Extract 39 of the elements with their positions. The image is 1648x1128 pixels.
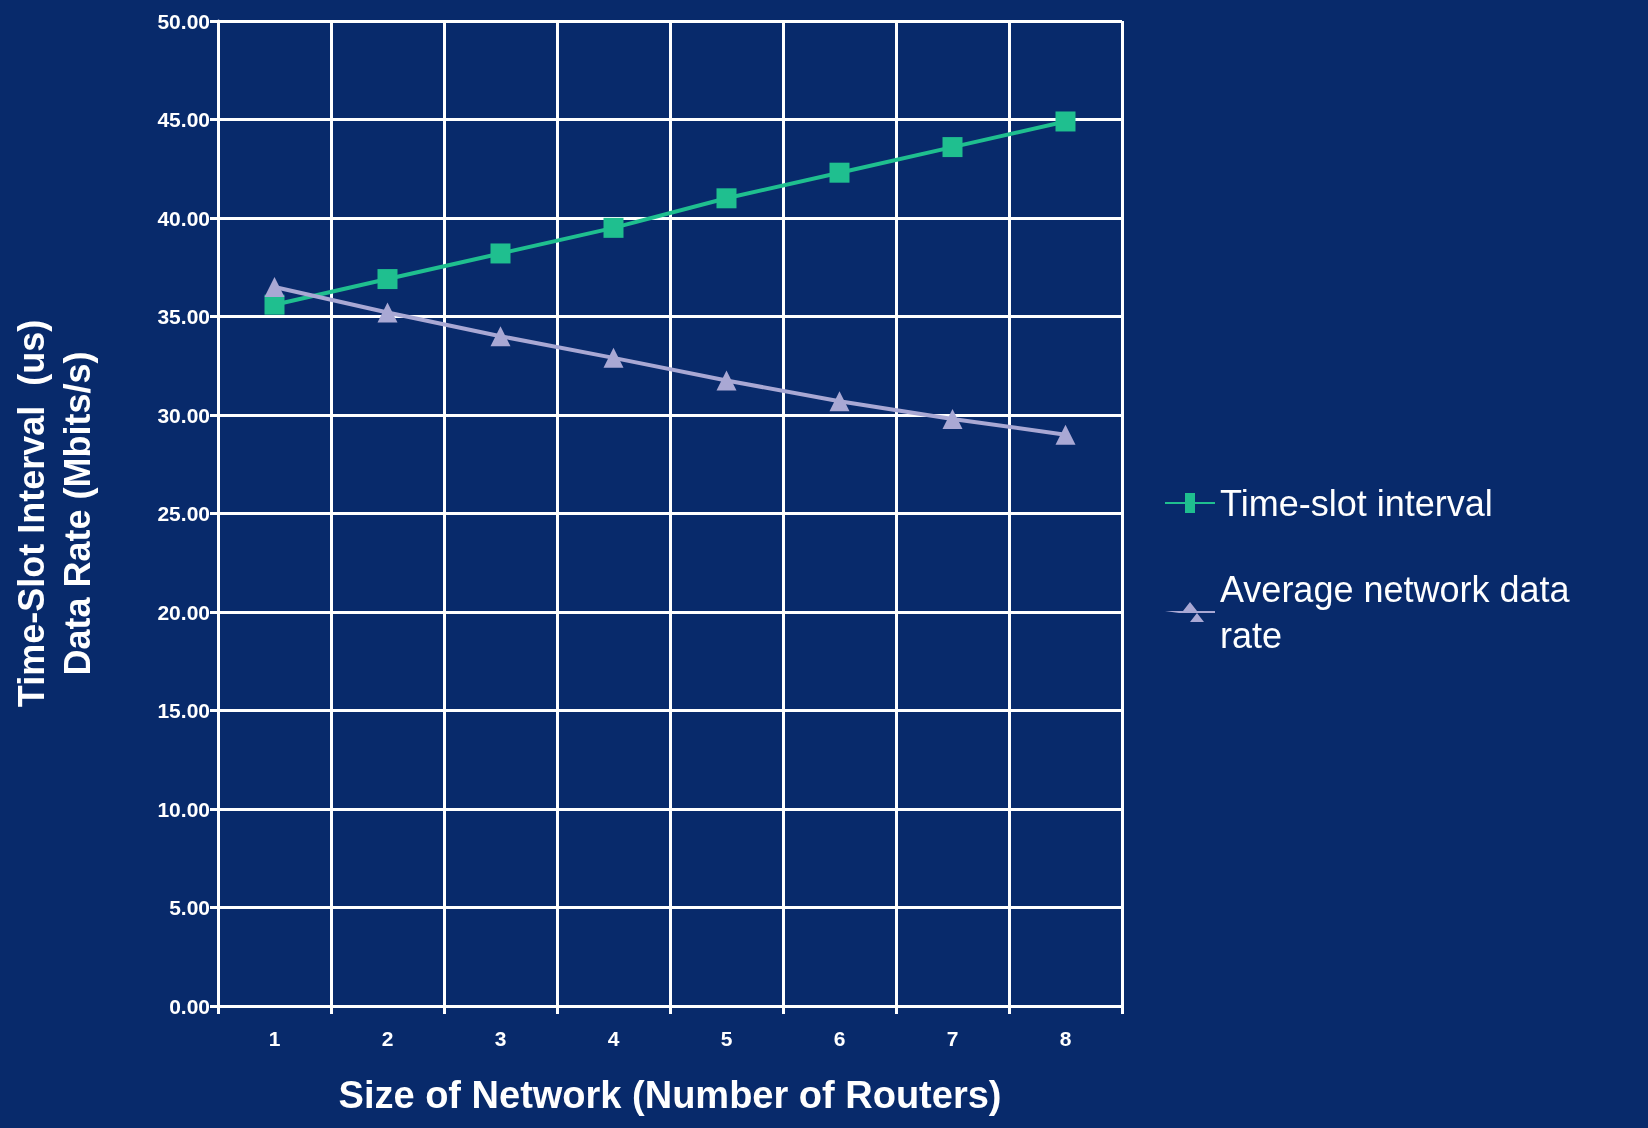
y-tick-label: 50.00 <box>157 9 210 33</box>
y-tick-label: 10.00 <box>157 797 210 821</box>
point <box>490 243 511 264</box>
point <box>716 188 737 209</box>
point <box>603 347 624 368</box>
point <box>264 294 285 315</box>
y-axis-title: Time-Slot Interval (us) Data Rate (Mbits/s) <box>10 319 98 708</box>
x-tick-label: 5 <box>720 1027 733 1050</box>
y-tick-label: 35.00 <box>157 305 210 328</box>
point <box>490 326 511 347</box>
y-tick-label: 30.00 <box>157 403 210 427</box>
point <box>1055 424 1076 445</box>
x-tick-label: 6 <box>833 1027 846 1050</box>
point <box>942 137 963 158</box>
y-tick-label: 40.00 <box>157 206 210 230</box>
legend-label: Average network data rate <box>1220 568 1580 656</box>
point <box>1055 111 1076 132</box>
x-tick-label: 1 <box>268 1027 281 1050</box>
x-axis-title: Size of Network (Number of Routers) <box>338 1074 1002 1116</box>
point <box>264 276 285 297</box>
y-tick-label: 0.00 <box>169 994 210 1018</box>
point <box>377 302 398 323</box>
x-tick-label: 2 <box>381 1027 394 1050</box>
x-tick-label: 7 <box>946 1027 959 1050</box>
point <box>829 391 850 412</box>
y-tick-label: 25.00 <box>157 502 210 525</box>
point <box>942 408 963 429</box>
point <box>603 217 624 238</box>
x-tick-label: 3 <box>494 1027 507 1050</box>
y-tick-label: 15.00 <box>157 699 210 722</box>
point <box>716 370 737 391</box>
y-tick-label: 45.00 <box>157 108 210 131</box>
y-tick-label: 20.00 <box>157 600 210 624</box>
x-tick-label: 8 <box>1059 1027 1072 1050</box>
point <box>829 162 850 183</box>
x-tick-label: 4 <box>607 1027 620 1050</box>
legend-label: Time-slot interval <box>1220 482 1493 524</box>
y-tick-label: 5.00 <box>169 896 210 919</box>
point <box>377 269 398 290</box>
